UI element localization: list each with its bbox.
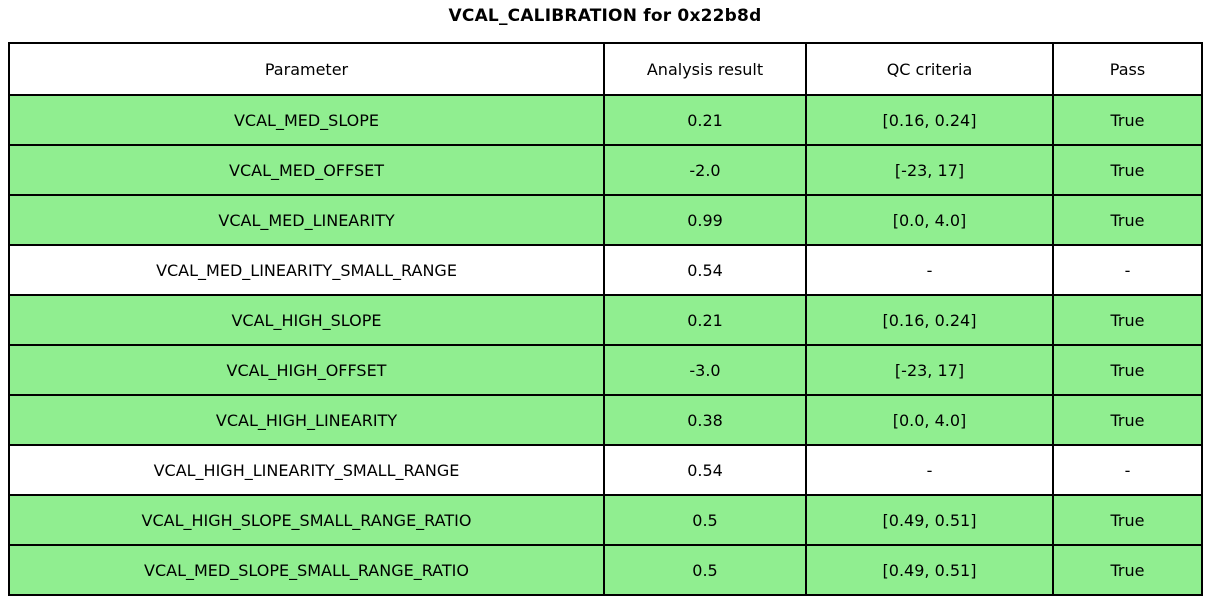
table-cell: -	[805, 244, 1054, 296]
column-header: Analysis result	[603, 42, 807, 96]
table-row: VCAL_MED_OFFSET -2.0 [-23, 17] True	[8, 144, 1203, 196]
table-cell: 0.5	[603, 544, 807, 596]
table-cell: VCAL_MED_SLOPE	[8, 94, 605, 146]
table-cell: [0.49, 0.51]	[805, 494, 1054, 546]
table-cell: VCAL_MED_OFFSET	[8, 144, 605, 196]
table-cell: [0.16, 0.24]	[805, 94, 1054, 146]
table-body: VCAL_MED_SLOPE 0.21 [0.16, 0.24] True VCAL_M…	[8, 94, 1203, 596]
table-row: VCAL_MED_SLOPE 0.21 [0.16, 0.24] True	[8, 94, 1203, 146]
table-cell: VCAL_HIGH_LINEARITY_SMALL_RANGE	[8, 444, 605, 496]
figure-title: VCAL_CALIBRATION for 0x22b8d	[448, 6, 762, 26]
table-cell: -	[805, 444, 1054, 496]
table-cell: -	[1052, 244, 1203, 296]
table-cell: VCAL_MED_LINEARITY	[8, 194, 605, 246]
table-cell: [-23, 17]	[805, 144, 1054, 196]
column-header: QC criteria	[805, 42, 1054, 96]
table-cell: 0.21	[603, 94, 807, 146]
table-cell: True	[1052, 194, 1203, 246]
table-cell: VCAL_MED_SLOPE_SMALL_RANGE_RATIO	[8, 544, 605, 596]
table-cell: VCAL_MED_LINEARITY_SMALL_RANGE	[8, 244, 605, 296]
table-cell: [0.16, 0.24]	[805, 294, 1054, 346]
table-cell: -3.0	[603, 344, 807, 396]
table-row: VCAL_HIGH_SLOPE_SMALL_RANGE_RATIO 0.5 [0.4…	[8, 494, 1203, 546]
table-cell: 0.5	[603, 494, 807, 546]
table-cell: [0.0, 4.0]	[805, 194, 1054, 246]
table-cell: True	[1052, 144, 1203, 196]
table-row: VCAL_MED_LINEARITY 0.99 [0.0, 4.0] True	[8, 194, 1203, 246]
table-cell: VCAL_HIGH_SLOPE_SMALL_RANGE_RATIO	[8, 494, 605, 546]
table-cell: 0.21	[603, 294, 807, 346]
table-cell: VCAL_HIGH_LINEARITY	[8, 394, 605, 446]
column-header: Pass	[1052, 42, 1203, 96]
table-cell: [0.49, 0.51]	[805, 544, 1054, 596]
table-cell: True	[1052, 494, 1203, 546]
table-cell: 0.38	[603, 394, 807, 446]
table-cell: True	[1052, 544, 1203, 596]
table-row: VCAL_HIGH_SLOPE 0.21 [0.16, 0.24] True	[8, 294, 1203, 346]
table-row: VCAL_MED_SLOPE_SMALL_RANGE_RATIO 0.5 [0.49…	[8, 544, 1203, 596]
table-cell: VCAL_HIGH_SLOPE	[8, 294, 605, 346]
table-cell: [-23, 17]	[805, 344, 1054, 396]
table-cell: -	[1052, 444, 1203, 496]
table-cell: True	[1052, 94, 1203, 146]
table-cell: True	[1052, 294, 1203, 346]
qc-table: Parameter Analysis result QC criteria Pass …	[8, 42, 1203, 596]
table-cell: -2.0	[603, 144, 807, 196]
table-cell: VCAL_HIGH_OFFSET	[8, 344, 605, 396]
table-cell: 0.99	[603, 194, 807, 246]
column-header: Parameter	[8, 42, 605, 96]
table-row: VCAL_HIGH_OFFSET -3.0 [-23, 17] True	[8, 344, 1203, 396]
table-cell: [0.0, 4.0]	[805, 394, 1054, 446]
table-cell: True	[1052, 394, 1203, 446]
table-cell: True	[1052, 344, 1203, 396]
table-row: VCAL_HIGH_LINEARITY_SMALL_RANGE 0.54- -	[8, 444, 1203, 496]
table-row: VCAL_HIGH_LINEARITY 0.38 [0.0, 4.0] True	[8, 394, 1203, 446]
table-row: VCAL_MED_LINEARITY_SMALL_RANGE 0.54- -	[8, 244, 1203, 296]
table-cell: 0.54	[603, 444, 807, 496]
table-cell: 0.54	[603, 244, 807, 296]
header-row: Parameter Analysis result QC criteria Pass	[8, 42, 1203, 96]
